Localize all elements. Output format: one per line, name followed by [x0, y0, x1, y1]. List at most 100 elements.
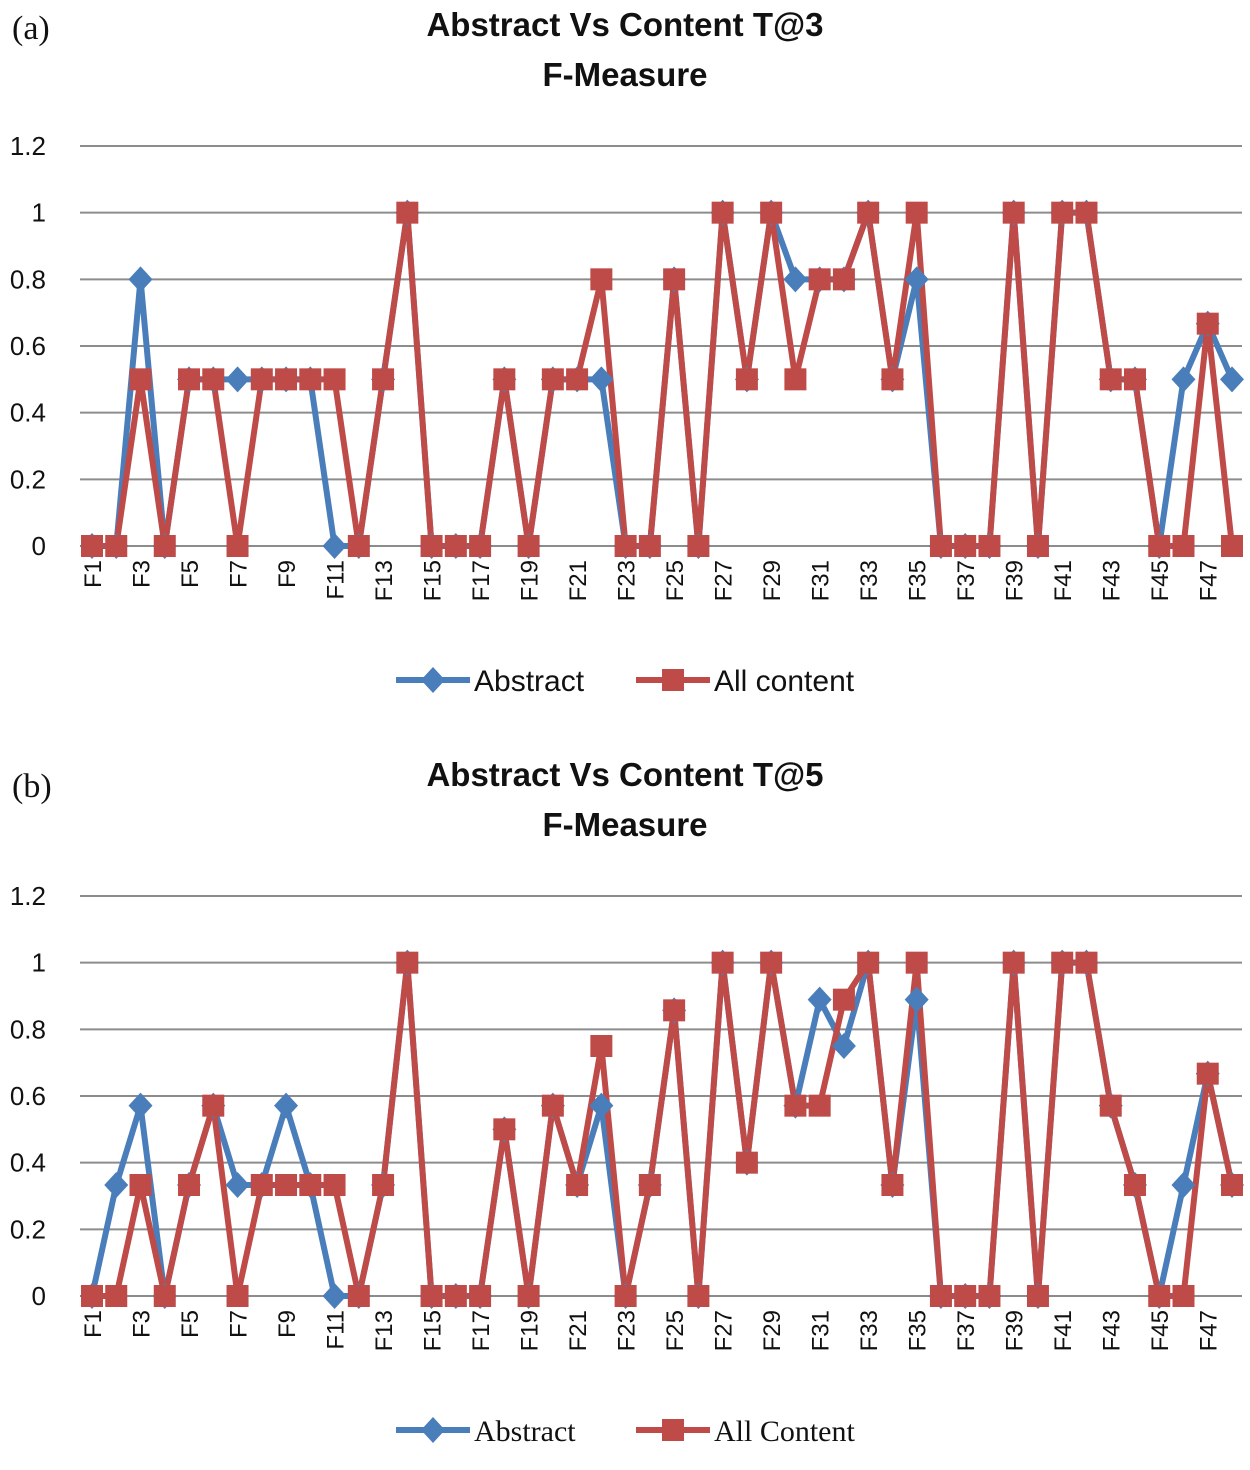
- data-point-all-content: [638, 535, 661, 557]
- data-point-all-content: [784, 368, 807, 391]
- x-tick-label: F31: [808, 560, 835, 601]
- data-point-all-content: [420, 1285, 443, 1307]
- data-point-all-content: [735, 1151, 758, 1174]
- x-tick-label: F3: [129, 560, 156, 588]
- data-point-all-content: [469, 535, 492, 557]
- data-point-abstract: [104, 1172, 129, 1198]
- data-point-abstract: [322, 533, 347, 559]
- data-point-all-content: [1026, 535, 1049, 557]
- legend-marker-all-content: [662, 1419, 684, 1441]
- data-point-all-content: [493, 368, 516, 391]
- data-point-all-content: [202, 368, 225, 391]
- data-point-all-content: [566, 368, 589, 391]
- x-tick-label: F7: [226, 560, 253, 588]
- chart-title-line1: Abstract Vs Content T@3: [426, 6, 824, 43]
- x-tick-label: F27: [711, 1310, 738, 1351]
- data-point-all-content: [614, 1285, 637, 1307]
- data-point-all-content: [347, 1285, 370, 1307]
- data-point-all-content: [1196, 312, 1219, 335]
- data-point-all-content: [469, 1285, 492, 1307]
- data-point-all-content: [590, 268, 613, 291]
- data-point-all-content: [541, 1094, 564, 1117]
- data-point-all-content: [153, 535, 176, 557]
- data-point-all-content: [760, 951, 783, 974]
- data-point-abstract: [274, 1092, 299, 1119]
- legend-label-all-content: All Content: [714, 1415, 855, 1448]
- data-point-all-content: [784, 1094, 807, 1117]
- data-point-all-content: [566, 1174, 589, 1196]
- data-point-all-content: [202, 1094, 225, 1117]
- x-tick-label: F9: [274, 1310, 301, 1338]
- x-tick-label: F5: [177, 560, 204, 588]
- data-point-all-content: [857, 201, 880, 224]
- x-tick-label: F17: [468, 560, 495, 601]
- line-chart: 0 0.2 0.4 0.6 0.8 1 1.2 F1 F3 F5 F7 F9 F11 F13 F15 F17 F…: [10, 131, 1244, 698]
- x-tick-label: F19: [517, 560, 544, 601]
- data-point-all-content: [372, 368, 395, 391]
- x-tick-label: F29: [759, 560, 786, 601]
- x-tick-label: F5: [177, 1310, 204, 1338]
- data-point-abstract: [904, 986, 929, 1013]
- y-tick-label: 0: [32, 1281, 46, 1311]
- data-point-all-content: [275, 368, 298, 391]
- data-point-abstract: [807, 986, 832, 1013]
- data-point-all-content: [275, 1174, 298, 1196]
- data-point-all-content: [81, 1285, 103, 1307]
- data-point-all-content: [250, 368, 273, 391]
- x-tick-label: F45: [1147, 1310, 1174, 1351]
- data-point-all-content: [1002, 201, 1025, 224]
- x-tick-label: F41: [1050, 1310, 1077, 1351]
- data-point-all-content: [1075, 951, 1098, 974]
- data-point-all-content: [711, 201, 734, 224]
- data-point-abstract: [322, 1283, 347, 1309]
- x-tick-label: F41: [1050, 560, 1077, 601]
- legend-label-abstract: Abstract: [474, 665, 585, 698]
- line-chart: 0 0.2 0.4 0.6 0.8 1 1.2 F1 F3 F5 F7 F9 F11 F13 F15 F17 F…: [10, 881, 1244, 1448]
- data-point-all-content: [638, 1174, 661, 1196]
- data-point-all-content: [347, 535, 370, 557]
- chart-title-line1: Abstract Vs Content T@5: [426, 756, 824, 793]
- y-tick-label: 0: [32, 531, 46, 561]
- data-point-all-content: [153, 1285, 176, 1307]
- x-tick-label: F25: [662, 1310, 689, 1351]
- data-point-all-content: [929, 535, 952, 557]
- x-tick-label: F11: [323, 560, 350, 600]
- y-tick-label: 1.2: [10, 131, 46, 161]
- data-point-all-content: [614, 535, 637, 557]
- x-tick-label: F35: [905, 560, 932, 601]
- legend-marker-abstract: [421, 1417, 445, 1443]
- x-tick-label: F23: [614, 560, 641, 601]
- data-point-all-content: [444, 535, 467, 557]
- data-point-all-content: [687, 535, 710, 557]
- data-point-all-content: [1123, 368, 1146, 391]
- panel-label: (b): [12, 768, 52, 805]
- legend-marker-all-content: [662, 669, 684, 691]
- y-tick-label: 1: [32, 198, 46, 228]
- series-line-all-content: [92, 959, 1235, 1299]
- data-point-all-content: [590, 1035, 613, 1057]
- data-point-all-content: [808, 268, 831, 291]
- y-tick-label: 0.8: [10, 264, 46, 294]
- data-point-all-content: [881, 368, 904, 391]
- data-point-all-content: [1172, 535, 1195, 557]
- x-tick-label: F35: [905, 1310, 932, 1351]
- data-point-all-content: [493, 1118, 516, 1141]
- data-point-all-content: [517, 535, 540, 557]
- data-point-all-content: [105, 1285, 128, 1307]
- data-point-all-content: [299, 368, 322, 391]
- data-point-all-content: [663, 268, 686, 291]
- x-tick-label: F13: [371, 1310, 398, 1351]
- x-tick-label: F33: [856, 1310, 883, 1351]
- x-tick-label: F39: [1002, 1310, 1029, 1351]
- data-point-all-content: [735, 368, 758, 391]
- data-point-all-content: [978, 1285, 1001, 1307]
- data-point-all-content: [372, 1174, 395, 1196]
- data-point-all-content: [323, 368, 346, 391]
- data-point-abstract: [783, 266, 808, 293]
- x-tick-label: F45: [1147, 560, 1174, 601]
- data-point-abstract: [225, 1172, 250, 1198]
- x-tick-label: F43: [1099, 560, 1126, 601]
- data-point-all-content: [178, 1174, 201, 1196]
- data-point-all-content: [517, 1285, 540, 1307]
